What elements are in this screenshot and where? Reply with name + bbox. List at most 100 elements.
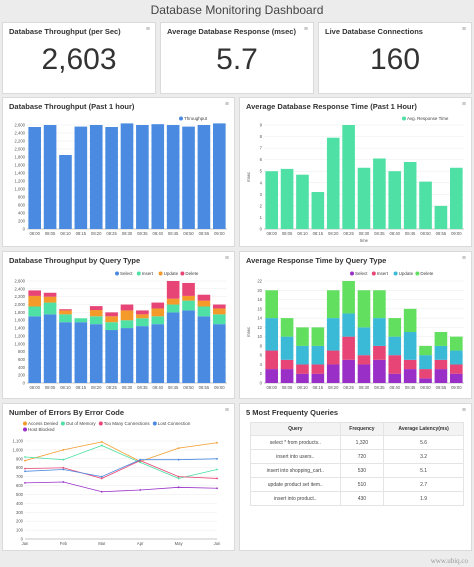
panel-menu-icon[interactable]: ≡ [461, 255, 466, 262]
bar-segment [342, 281, 355, 314]
bar-segment [342, 359, 355, 383]
y-tick-label: 2,600 [15, 123, 26, 128]
x-tick-label: May [175, 541, 184, 546]
y-tick-label: 2,200 [15, 139, 26, 144]
table-row: select * from products.. 1,320 5.6 [250, 435, 464, 450]
series-line [24, 441, 218, 462]
x-tick-label: 08:10 [60, 231, 71, 236]
bar-segment [197, 294, 211, 301]
bar-segment [311, 364, 325, 374]
bar-segment [59, 314, 72, 323]
data-point [62, 449, 65, 451]
bar-segment [43, 302, 57, 315]
y-tick-label: 6 [260, 157, 263, 162]
bar [280, 168, 294, 229]
panel-menu-icon[interactable]: ≡ [145, 26, 150, 33]
bar-segment [280, 318, 294, 337]
column-header[interactable]: Query [250, 422, 341, 436]
bar-segment [151, 316, 165, 325]
table-row: update product set item.. 510 2.7 [250, 477, 464, 492]
panel-menu-icon[interactable]: ≡ [461, 26, 466, 33]
x-tick-label: Feb [60, 541, 68, 546]
queries-panel: 5 Most Frequenty Queries ≡ Query Frequen… [239, 403, 472, 551]
bar [166, 125, 180, 229]
query-cell: insert into product.. [250, 491, 341, 506]
y-tick-label: 2,200 [15, 294, 26, 299]
panel-menu-icon[interactable]: ≡ [461, 407, 466, 414]
queries-title: 5 Most Frequenty Queries [246, 408, 339, 417]
bar-segment [357, 364, 371, 383]
x-tick-label: 08:00 [266, 231, 277, 236]
bar-segment [403, 308, 417, 332]
bar-segment [311, 373, 325, 383]
y-tick-label: 9 [260, 123, 263, 128]
x-tick-label: 08:05 [282, 385, 293, 390]
y-tick-label: 1,000 [15, 187, 26, 192]
bar-segment [388, 373, 402, 383]
bar-segment [326, 318, 340, 351]
panel-menu-icon[interactable]: ≡ [224, 407, 229, 414]
x-tick-label: 08:00 [266, 385, 277, 390]
panel-menu-icon[interactable]: ≡ [461, 101, 466, 108]
legend-marker [402, 116, 406, 121]
bar-segment [120, 310, 134, 321]
bar-segment [43, 296, 57, 303]
bar-segment [105, 330, 118, 383]
y-tick-label: 1,800 [15, 310, 26, 315]
bar-segment [296, 327, 309, 346]
data-point [62, 458, 65, 461]
data-point [216, 468, 218, 471]
legend-marker [393, 271, 398, 276]
x-tick-label: 08:25 [106, 231, 117, 236]
errors-chart-title: Number of Errors By Error Code [9, 408, 125, 417]
legend-label: Delete [420, 271, 434, 276]
y-tick-label: 100 [16, 528, 24, 533]
y-tick-label: 0 [260, 381, 263, 386]
bar-segment [265, 350, 278, 370]
data-point [177, 447, 180, 450]
bar-segment [43, 292, 57, 297]
latency-cell: 1.9 [383, 491, 464, 506]
query-cell: select * from products.. [250, 435, 341, 450]
bar-segment [182, 300, 195, 311]
bar-segment [28, 316, 41, 383]
bar-segment [326, 290, 340, 319]
column-header[interactable]: Frequency [339, 422, 385, 436]
bar-segment [74, 318, 88, 323]
bar-segment [136, 310, 149, 315]
y-tick-label: 22 [257, 279, 262, 284]
throughput-by-type-chart: 0 200 400 600 800 1,000 1,200 1,400 1,600 1,800 2,… [15, 271, 227, 390]
frequency-cell: 1,320 [339, 435, 385, 450]
x-tick-label: 08:15 [313, 385, 324, 390]
bar-segment [182, 310, 195, 383]
data-point [177, 475, 180, 478]
bar-segment [105, 322, 118, 331]
latency-cell: 3.2 [383, 449, 464, 464]
y-tick-label: 16 [257, 306, 262, 311]
throughput-by-type-panel: Database Throughput by Query Type ≡ 0 200… [2, 251, 235, 399]
x-tick-label: 08:30 [122, 385, 133, 390]
x-tick-label: 08:35 [374, 385, 385, 390]
bar-segment [105, 312, 118, 317]
y-tick-label: 8 [260, 343, 263, 348]
queries-table: Query Frequency Average Latency(ms) sele… [250, 422, 464, 506]
y-tick-label: 2 [260, 203, 263, 208]
bar-segment [280, 359, 294, 370]
response-by-type-panel: Average Response Time by Query Type ≡ 0 2… [239, 251, 472, 399]
y-tick-label: 1,800 [15, 155, 26, 160]
y-tick-label: 1,100 [13, 439, 24, 444]
data-point [62, 466, 65, 469]
panel-menu-icon[interactable]: ≡ [224, 255, 229, 262]
panel-menu-icon[interactable]: ≡ [224, 101, 229, 108]
y-tick-label: 1,400 [15, 171, 26, 176]
legend-marker [179, 116, 183, 121]
bar-segment [434, 345, 448, 360]
bar-segment [311, 345, 325, 365]
x-tick-label: 08:55 [436, 385, 447, 390]
x-tick-label: 08:15 [76, 385, 87, 390]
column-header[interactable]: Average Latency(ms) [383, 422, 464, 436]
panel-menu-icon[interactable]: ≡ [303, 26, 308, 33]
y-tick-label: 800 [16, 465, 24, 470]
bar [105, 127, 118, 229]
x-tick-label: 08:35 [137, 231, 148, 236]
